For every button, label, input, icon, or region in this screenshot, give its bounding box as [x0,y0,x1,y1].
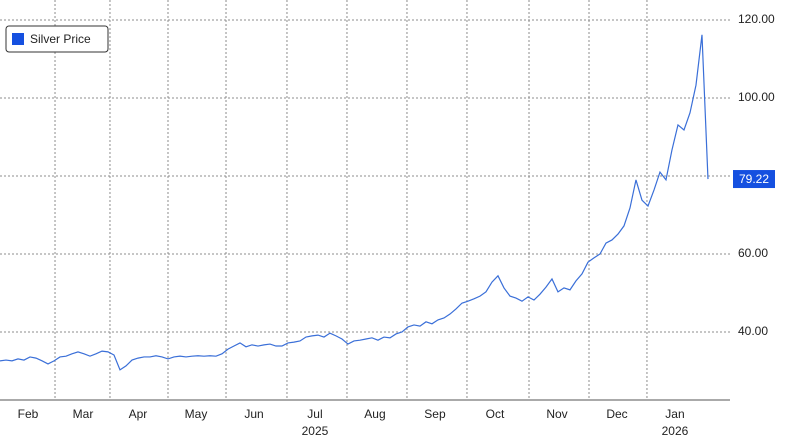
x-tick-label: Nov [546,407,567,421]
x-tick-label: Apr [129,407,148,421]
last-value-box [733,170,775,189]
y-tick-label: 100.00 [738,90,775,104]
last-value-label: 79.22 [739,172,769,186]
legend-box [5,25,109,53]
x-tick-label: Dec [606,407,627,421]
legend-label: Silver Price [30,32,91,46]
x-tick-label: Feb [18,407,39,421]
x-tick-label: May [185,407,208,421]
x-tick-label: Oct [486,407,505,421]
y-tick-label: 40.00 [738,324,768,338]
year-label: 2026 [662,424,689,438]
x-tick-label: Jun [244,407,263,421]
x-tick-label: Aug [364,407,385,421]
x-tick-label: Jul [307,407,322,421]
legend-swatch [12,33,24,45]
x-tick-label: Mar [73,407,94,421]
x-tick-label: Sep [424,407,446,421]
x-tick-label: Jan [665,407,684,421]
price-line [0,34,709,371]
y-tick-label: 60.00 [738,246,768,260]
y-tick-label: 120.00 [738,12,775,26]
year-label: 2025 [302,424,329,438]
